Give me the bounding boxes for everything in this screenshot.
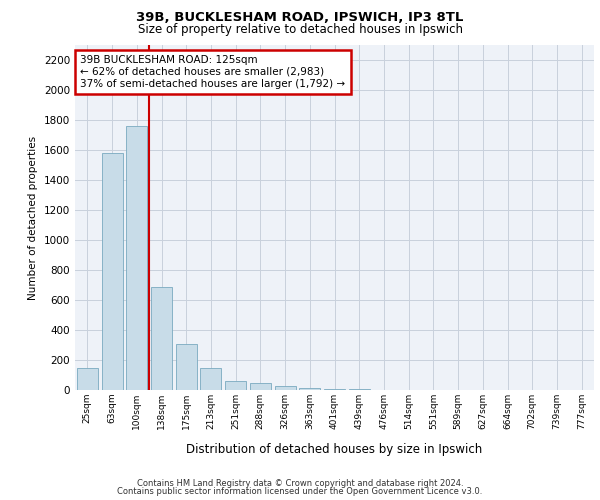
Text: 39B, BUCKLESHAM ROAD, IPSWICH, IP3 8TL: 39B, BUCKLESHAM ROAD, IPSWICH, IP3 8TL: [136, 11, 464, 24]
Bar: [299, 388, 320, 390]
Text: Contains public sector information licensed under the Open Government Licence v3: Contains public sector information licen…: [118, 487, 482, 496]
X-axis label: Distribution of detached houses by size in Ipswich: Distribution of detached houses by size …: [187, 443, 482, 456]
Bar: [349, 389, 370, 390]
Y-axis label: Number of detached properties: Number of detached properties: [28, 136, 38, 300]
Bar: [151, 286, 172, 390]
Bar: [275, 386, 296, 390]
Bar: [176, 344, 197, 390]
Bar: [225, 381, 246, 390]
Bar: [77, 368, 98, 390]
Bar: [250, 382, 271, 390]
Text: 39B BUCKLESHAM ROAD: 125sqm
← 62% of detached houses are smaller (2,983)
37% of : 39B BUCKLESHAM ROAD: 125sqm ← 62% of det…: [80, 56, 346, 88]
Text: Size of property relative to detached houses in Ipswich: Size of property relative to detached ho…: [137, 22, 463, 36]
Bar: [200, 368, 221, 390]
Bar: [101, 153, 122, 390]
Bar: [324, 388, 345, 390]
Bar: [126, 126, 147, 390]
Text: Contains HM Land Registry data © Crown copyright and database right 2024.: Contains HM Land Registry data © Crown c…: [137, 478, 463, 488]
